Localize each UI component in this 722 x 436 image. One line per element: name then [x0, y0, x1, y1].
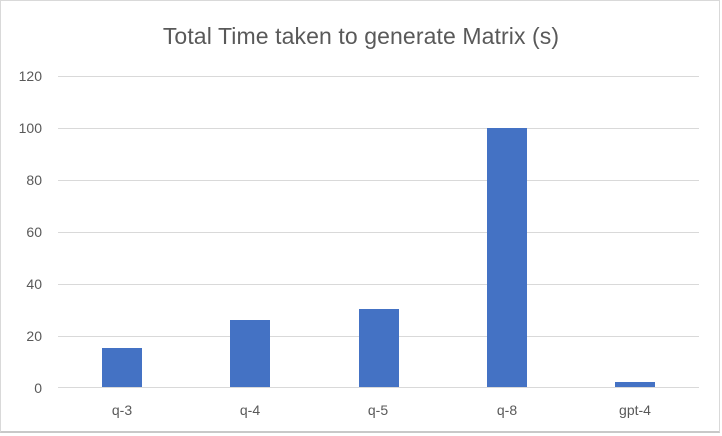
gridline: [58, 76, 699, 77]
x-tick-label: q-5: [367, 402, 389, 418]
gridline: [58, 180, 699, 181]
y-tick-label: 120: [18, 68, 42, 84]
bar-gpt-4: [615, 382, 655, 387]
x-axis-line: [58, 387, 699, 388]
plot-area: [58, 76, 699, 388]
y-tick-label: 100: [18, 120, 42, 136]
gridline: [58, 232, 699, 233]
y-tick-label: 20: [26, 328, 42, 344]
y-tick-label: 40: [26, 276, 42, 292]
bar-q-4: [230, 320, 270, 387]
gridline: [58, 128, 699, 129]
x-tick-label: gpt-4: [619, 402, 651, 418]
x-tick-label: q-3: [111, 402, 133, 418]
bar-q-8: [487, 128, 527, 387]
y-tick-label: 0: [34, 380, 42, 396]
x-tick-label: q-4: [239, 402, 261, 418]
gridline: [58, 284, 699, 285]
bar-q-5: [359, 309, 399, 387]
chart-title: Total Time taken to generate Matrix (s): [162, 23, 560, 49]
x-tick-label: q-8: [496, 402, 518, 418]
y-tick-label: 60: [26, 224, 42, 240]
bar-q-3: [102, 348, 142, 387]
y-tick-label: 80: [26, 172, 42, 188]
